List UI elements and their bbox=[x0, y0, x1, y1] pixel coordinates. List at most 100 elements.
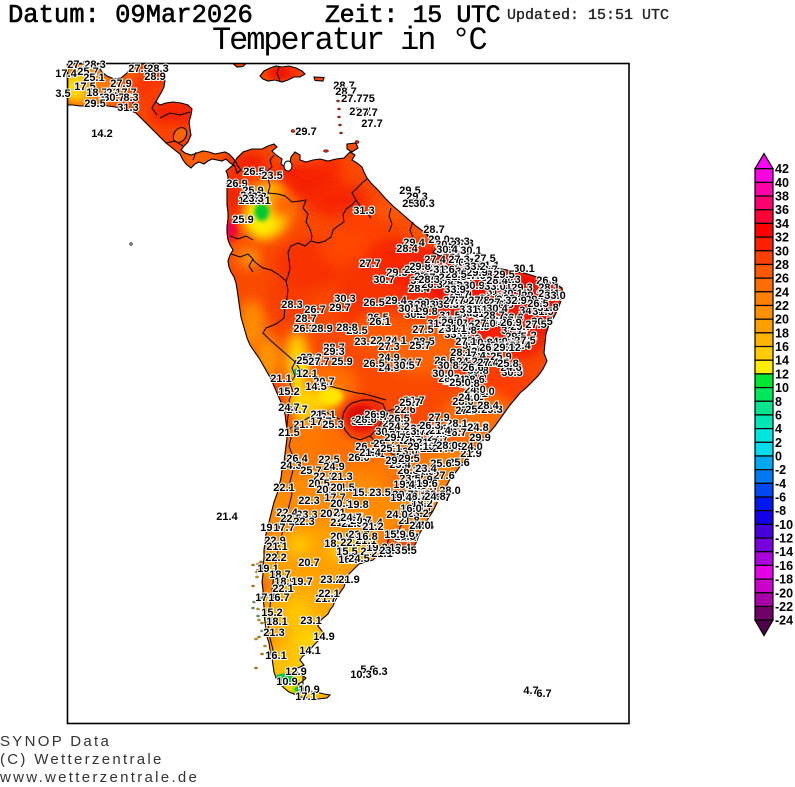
svg-text:31.3: 31.3 bbox=[481, 339, 502, 351]
svg-text:26.9: 26.9 bbox=[422, 441, 443, 453]
svg-text:30.5: 30.5 bbox=[393, 360, 414, 372]
svg-text:29.7: 29.7 bbox=[510, 321, 531, 333]
svg-text:29.5: 29.5 bbox=[505, 331, 526, 343]
svg-text:21.9: 21.9 bbox=[338, 574, 359, 586]
svg-text:28.5: 28.5 bbox=[413, 336, 434, 348]
svg-text:20.7: 20.7 bbox=[392, 489, 413, 501]
svg-text:30.1: 30.1 bbox=[501, 288, 522, 300]
svg-text:30.: 30. bbox=[99, 92, 114, 104]
svg-text:26.6: 26.6 bbox=[434, 355, 455, 367]
svg-text:27.7: 27.7 bbox=[501, 315, 522, 327]
svg-text:24.2: 24.2 bbox=[240, 190, 261, 202]
svg-text:31.1: 31.1 bbox=[478, 260, 499, 272]
svg-text:21.9: 21.9 bbox=[330, 517, 351, 529]
svg-text:20.7: 20.7 bbox=[298, 557, 319, 569]
svg-text:16.8: 16.8 bbox=[356, 531, 377, 543]
svg-text:27.7: 27.7 bbox=[361, 118, 382, 130]
svg-text:17.5: 17.5 bbox=[74, 81, 95, 93]
svg-text:31.1: 31.1 bbox=[445, 323, 466, 335]
svg-text:31.6: 31.6 bbox=[438, 315, 459, 327]
svg-text:30.7: 30.7 bbox=[103, 92, 124, 104]
svg-text:-16: -16 bbox=[775, 559, 793, 573]
svg-text:16: 16 bbox=[775, 340, 789, 354]
svg-text:30.1: 30.1 bbox=[460, 245, 481, 257]
svg-text:18.7: 18.7 bbox=[86, 87, 107, 99]
svg-text:29.8: 29.8 bbox=[443, 375, 464, 387]
svg-text:30.1: 30.1 bbox=[398, 303, 419, 315]
svg-text:24.0: 24.0 bbox=[464, 384, 485, 396]
svg-text:29.1: 29.1 bbox=[493, 342, 514, 354]
svg-text:23.2: 23.2 bbox=[407, 508, 428, 520]
svg-text:32.0: 32.0 bbox=[469, 270, 490, 282]
svg-text:17.7: 17.7 bbox=[115, 87, 136, 99]
svg-text:29.8: 29.8 bbox=[409, 261, 430, 273]
svg-text:29.1: 29.1 bbox=[407, 441, 428, 453]
svg-text:28.5: 28.5 bbox=[441, 278, 462, 290]
svg-text:26.5: 26.5 bbox=[527, 298, 548, 310]
svg-text:28.6: 28.6 bbox=[355, 414, 376, 426]
svg-text:25.6: 25.6 bbox=[448, 457, 469, 469]
svg-text:22.3: 22.3 bbox=[313, 471, 334, 483]
svg-text:25.8: 25.8 bbox=[465, 404, 486, 416]
svg-text:28.0: 28.0 bbox=[436, 440, 457, 452]
svg-text:22.5: 22.5 bbox=[431, 424, 452, 436]
svg-text:24.5: 24.5 bbox=[378, 362, 399, 374]
svg-text:24.6: 24.6 bbox=[500, 362, 521, 374]
svg-text:27.9: 27.9 bbox=[423, 490, 444, 502]
svg-text:29.0: 29.0 bbox=[439, 373, 460, 385]
svg-text:33.0: 33.0 bbox=[544, 290, 565, 302]
svg-text:10: 10 bbox=[775, 381, 789, 395]
svg-text:28.3: 28.3 bbox=[418, 274, 439, 286]
svg-text:25.7: 25.7 bbox=[399, 397, 420, 409]
svg-text:20.7: 20.7 bbox=[316, 484, 337, 496]
svg-text:24.9: 24.9 bbox=[323, 461, 344, 473]
svg-text:28.4: 28.4 bbox=[486, 275, 508, 287]
svg-text:19.2: 19.2 bbox=[366, 542, 387, 554]
svg-text:17.4: 17.4 bbox=[412, 520, 434, 532]
svg-text:29.: 29. bbox=[382, 418, 397, 430]
svg-text:-14: -14 bbox=[775, 545, 793, 559]
svg-text:25.9: 25.9 bbox=[242, 185, 263, 197]
svg-text:14.2: 14.2 bbox=[91, 128, 112, 140]
svg-text:27.9: 27.9 bbox=[110, 78, 131, 90]
svg-text:30.7: 30.7 bbox=[403, 395, 424, 407]
svg-text:28.3: 28.3 bbox=[84, 59, 105, 71]
svg-text:27.9: 27.9 bbox=[411, 474, 432, 486]
svg-text:27.4: 27.4 bbox=[432, 443, 454, 455]
svg-text:28.6: 28.6 bbox=[463, 374, 484, 386]
svg-text:21.5: 21.5 bbox=[413, 466, 434, 478]
svg-text:28.0: 28.0 bbox=[452, 396, 473, 408]
svg-text:30.6: 30.6 bbox=[460, 308, 481, 320]
svg-text:23.8: 23.8 bbox=[410, 423, 431, 435]
svg-text:10.3: 10.3 bbox=[350, 669, 371, 681]
svg-text:30.2: 30.2 bbox=[435, 239, 456, 251]
svg-text:38: 38 bbox=[775, 190, 789, 204]
svg-text:18.2: 18.2 bbox=[411, 498, 432, 510]
svg-text:28.3: 28.3 bbox=[414, 299, 435, 311]
svg-text:19.4: 19.4 bbox=[393, 479, 415, 491]
svg-text:25.7: 25.7 bbox=[409, 340, 430, 352]
svg-text:4.7: 4.7 bbox=[523, 685, 538, 697]
svg-text:24.8: 24.8 bbox=[424, 491, 445, 503]
svg-text:19.6: 19.6 bbox=[416, 478, 437, 490]
svg-text:24.7: 24.7 bbox=[286, 404, 307, 416]
svg-text:29.4: 29.4 bbox=[403, 237, 425, 249]
svg-text:31.3: 31.3 bbox=[117, 102, 138, 114]
svg-text:27.2: 27.2 bbox=[499, 342, 520, 354]
svg-text:19.8: 19.8 bbox=[347, 499, 368, 511]
svg-text:22: 22 bbox=[775, 299, 789, 313]
svg-text:25.1: 25.1 bbox=[83, 72, 104, 84]
svg-text:28.4: 28.4 bbox=[477, 400, 499, 412]
svg-text:29.2: 29.2 bbox=[425, 426, 446, 438]
svg-text:0: 0 bbox=[775, 450, 782, 464]
svg-text:32: 32 bbox=[775, 231, 789, 245]
svg-text:29.3: 29.3 bbox=[323, 346, 344, 358]
svg-text:25.4: 25.4 bbox=[389, 459, 411, 471]
svg-text:25.1: 25.1 bbox=[363, 448, 384, 460]
svg-text:26.3: 26.3 bbox=[397, 465, 418, 477]
svg-text:27.0: 27.0 bbox=[474, 318, 495, 330]
svg-text:30.9: 30.9 bbox=[375, 426, 396, 438]
svg-text:30.4: 30.4 bbox=[436, 244, 458, 256]
svg-text:26.3: 26.3 bbox=[293, 323, 314, 335]
svg-text:27.2: 27.2 bbox=[515, 330, 536, 342]
